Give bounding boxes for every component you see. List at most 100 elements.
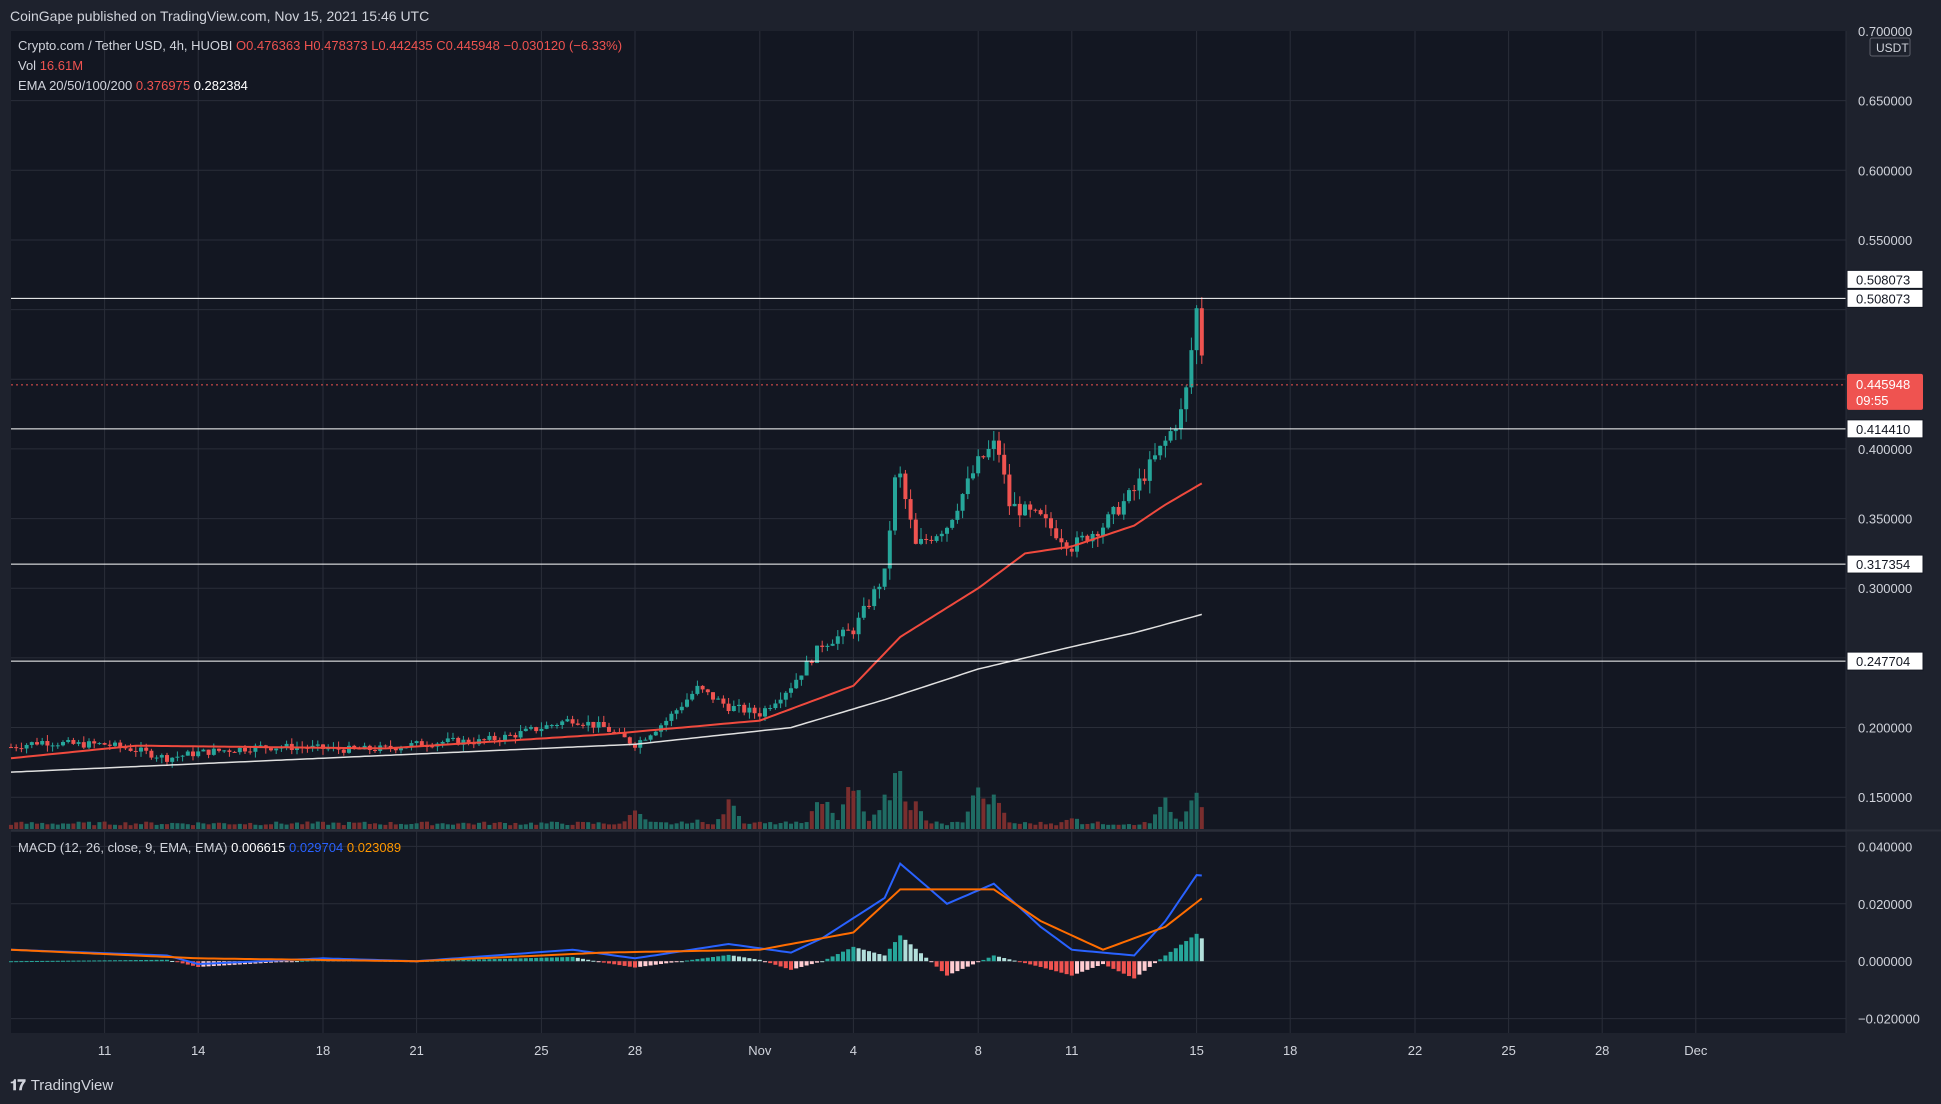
candle-body <box>607 726 611 732</box>
currency-badge-bg <box>1869 37 1911 57</box>
candle-body <box>596 722 601 728</box>
volume-bar <box>232 824 237 829</box>
volume-bar <box>40 822 45 829</box>
candle-body <box>9 747 13 749</box>
candle-body <box>430 746 435 748</box>
volume-bar <box>305 821 310 829</box>
time-tick-label: 14 <box>191 1043 205 1058</box>
candle-body <box>653 731 658 736</box>
level-price-tag[interactable]: 0.317354 <box>1846 554 1924 574</box>
volume-bar <box>523 824 528 829</box>
volume-bar <box>1059 822 1064 829</box>
macd-histogram-bar <box>960 961 965 969</box>
ema-label[interactable]: EMA 20/50/100/200 <box>18 78 133 93</box>
volume-bar <box>763 823 767 829</box>
price-tick-label: 0.300000 <box>1858 581 1912 596</box>
level-price-tag[interactable]: 0.247704 <box>1846 651 1924 671</box>
macd-histogram-bar <box>1121 961 1126 974</box>
level-price-tag[interactable]: 0.508073 <box>1846 288 1924 308</box>
volume-bar <box>607 824 611 829</box>
publisher-line: CoinGape published on TradingView.com, N… <box>10 8 430 24</box>
macd-line-value: 0.029704 <box>289 840 344 855</box>
macd-histogram-bar <box>102 960 107 962</box>
macd-histogram-bar <box>981 959 986 962</box>
candle-body <box>1028 504 1033 510</box>
volume-bar <box>289 823 294 829</box>
level-price-tag-label: 0.247704 <box>1856 654 1910 669</box>
candle-body <box>856 617 861 635</box>
volume-bar <box>29 822 34 829</box>
candle-body <box>674 710 679 714</box>
candle-body <box>789 688 793 693</box>
macd-histogram-bar <box>1137 961 1142 975</box>
current-price-label: 0.445948 <box>1856 377 1910 392</box>
candle-body <box>539 728 544 732</box>
candle-body <box>809 661 814 663</box>
macd-histogram-bar <box>934 961 939 967</box>
volume-bar <box>1064 819 1069 829</box>
price-tick-label: 0.150000 <box>1858 790 1912 805</box>
volume-bar <box>393 824 398 829</box>
volume-value: 16.61M <box>39 58 84 73</box>
time-tick-label: 15 <box>1189 1043 1203 1058</box>
volume-bar <box>960 822 965 829</box>
volume-bar <box>809 811 814 829</box>
volume-bar <box>835 820 840 829</box>
time-tick-label: 8 <box>975 1043 982 1058</box>
candle-body <box>1142 478 1147 481</box>
volume-bar <box>399 823 403 829</box>
macd-histogram-bar <box>1189 937 1194 962</box>
candle-body <box>1168 431 1173 441</box>
candle-body <box>461 739 466 745</box>
candle-body <box>159 755 164 758</box>
volume-bar <box>185 824 190 829</box>
symbol-title[interactable]: Crypto.com / Tether USD, 4h, HUOBI <box>18 38 233 53</box>
time-tick-label: 28 <box>1595 1043 1609 1058</box>
candle-body <box>1199 308 1204 356</box>
horizontal-levels[interactable] <box>11 297 1846 662</box>
macd-histogram-bar <box>529 958 533 962</box>
volume-label[interactable]: Vol <box>18 58 37 73</box>
volume-bar <box>601 823 606 829</box>
candle-body <box>820 645 825 647</box>
price-pane <box>11 31 1846 829</box>
candle-body <box>1012 503 1017 507</box>
volume-bar <box>321 821 325 829</box>
macd-label[interactable]: MACD (12, 26, close, 9, EMA, EMA) <box>18 840 228 855</box>
symbol-legend: Crypto.com / Tether USD, 4h, HUOBI O0.47… <box>18 38 622 53</box>
macd-histogram-bar <box>66 960 71 962</box>
volume-bar <box>222 823 227 829</box>
level-price-tag[interactable]: 0.414410 <box>1846 419 1924 439</box>
macd-tick-label: −0.020000 <box>1858 1012 1920 1027</box>
volume-bar <box>419 821 424 829</box>
time-tick-label: 28 <box>628 1043 642 1058</box>
candle-body <box>201 749 206 752</box>
volume-bar <box>409 824 414 829</box>
volume-bar <box>1043 824 1048 829</box>
time-tick-label: 25 <box>1501 1043 1515 1058</box>
volume-bar <box>581 821 585 829</box>
macd-histogram-bar <box>1199 938 1204 962</box>
volume-bar <box>976 787 981 829</box>
level-price-tag-bg <box>1846 651 1924 671</box>
macd-histogram-bar <box>809 961 814 965</box>
volume-bar <box>373 823 377 829</box>
volume-bar <box>1002 812 1007 829</box>
candle-body <box>513 735 518 738</box>
volume-bar <box>965 811 970 829</box>
candle-body <box>971 473 975 479</box>
candle-body <box>144 747 149 751</box>
volume-bar <box>425 821 429 829</box>
macd-histogram-bar <box>175 961 180 963</box>
volume-bar <box>1121 824 1126 829</box>
volume-bar <box>113 824 117 829</box>
tradingview-brand[interactable]: 𝟏𝟕 TradingView <box>10 1077 113 1094</box>
volume-bar <box>1184 811 1189 829</box>
macd-histogram-bar <box>477 959 481 962</box>
currency-badge[interactable]: USDT <box>1869 37 1911 57</box>
volume-bar <box>451 824 455 829</box>
top-level-tag-bg <box>1846 269 1924 289</box>
macd-histogram-bar <box>9 961 13 963</box>
volume-bar <box>35 823 39 829</box>
macd-histogram-bar <box>518 958 523 962</box>
